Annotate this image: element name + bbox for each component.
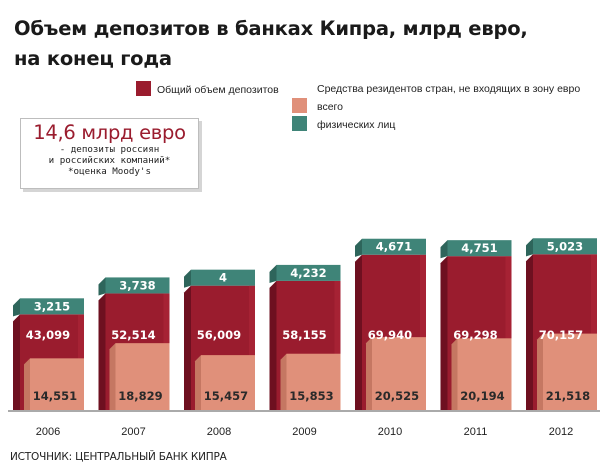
legend-label-total: Общий объем депозитов <box>157 84 279 96</box>
bar-individuals-2012 <box>533 238 597 255</box>
bar-total-shine-2010 <box>420 254 426 410</box>
bar-nonres-side-2008 <box>195 355 201 410</box>
bar-total-side-2006 <box>13 314 20 410</box>
bar-individuals-2009 <box>276 264 341 281</box>
bar-individuals-2010 <box>362 238 426 255</box>
label-nonres-2007: 18,829 <box>118 389 162 403</box>
bar-total-shine-2011 <box>505 256 512 410</box>
bar-total-shine-2012 <box>591 254 597 410</box>
chart-title: Объем депозитов в банках Кипра, млрд евр… <box>14 17 528 40</box>
label-individuals-2008: 4 <box>219 271 227 285</box>
bar-nonres-2006 <box>30 358 84 410</box>
bar-nonres-2011 <box>457 338 512 410</box>
label-individuals-2012: 5,023 <box>547 239 583 253</box>
label-individuals-2007: 3,738 <box>119 278 155 292</box>
bar-nonres-side-2010 <box>366 337 372 410</box>
bar-nonres-side-2007 <box>109 343 116 410</box>
annotation-line-2: и российских компаний* <box>48 155 171 166</box>
label-individuals-2010: 4,671 <box>376 240 412 254</box>
bar-individuals-side-2007 <box>98 277 106 296</box>
annotation-line-3: *оценка Moody's <box>68 166 151 177</box>
bar-individuals-2006 <box>20 298 84 315</box>
bar-individuals-side-2006 <box>13 298 20 317</box>
label-nonres-2010: 20,525 <box>375 389 419 403</box>
legend-label-individuals: физических лиц <box>317 119 395 131</box>
label-individuals-2009: 4,232 <box>290 266 326 280</box>
bar-individuals-side-2010 <box>355 238 362 257</box>
legend-swatch-individuals <box>292 116 307 131</box>
bar-individuals-side-2008 <box>184 269 191 288</box>
label-individuals-2006: 3,215 <box>34 299 70 313</box>
label-total-2011: 69,298 <box>453 328 497 342</box>
x-tick-2009: 2009 <box>292 426 316 438</box>
label-nonres-2009: 15,853 <box>289 389 333 403</box>
bar-total-side-2011 <box>440 256 448 410</box>
bar-nonres-2008 <box>201 355 255 410</box>
bar-individuals-side-2012 <box>526 238 533 257</box>
bar-total-side-2012 <box>526 254 533 410</box>
x-tick-2007: 2007 <box>121 426 145 438</box>
source-note: ИСТОЧНИК: ЦЕНТРАЛЬНЫЙ БАНК КИПРА <box>10 451 227 463</box>
bar-total-shine-2008 <box>249 285 255 410</box>
label-total-2009: 58,155 <box>282 328 326 342</box>
x-tick-2006: 2006 <box>36 426 60 438</box>
x-tick-2011: 2011 <box>464 426 488 438</box>
bar-individuals-2007 <box>105 277 170 294</box>
x-tick-2008: 2008 <box>207 426 231 438</box>
label-total-2008: 56,009 <box>197 328 241 342</box>
label-nonres-2008: 15,457 <box>204 389 248 403</box>
bar-nonres-2010 <box>372 337 426 410</box>
label-total-2006: 43,099 <box>26 328 70 342</box>
bar-nonres-side-2011 <box>451 338 458 410</box>
label-individuals-2011: 4,751 <box>461 241 497 255</box>
chart-subtitle: на конец года <box>14 47 172 70</box>
legend-label-nonres: всего <box>317 101 343 113</box>
legend-swatch-nonres <box>292 98 307 113</box>
annotation-line-1: - депозиты россиян <box>59 144 160 155</box>
bar-individuals-2008 <box>191 269 255 286</box>
bar-nonres-2007 <box>115 343 170 410</box>
bar-nonres-2012 <box>543 333 597 410</box>
moody-annotation-box: 14,6 млрд евро - депозиты россиян и росс… <box>20 118 199 189</box>
bar-nonres-side-2006 <box>24 358 30 410</box>
bar-nonres-side-2012 <box>537 333 543 410</box>
bar-total-side-2010 <box>355 254 362 410</box>
bar-individuals-2011 <box>447 240 512 257</box>
label-nonres-2012: 21,518 <box>546 389 590 403</box>
bar-nonres-side-2009 <box>280 353 287 410</box>
bar-nonres-2009 <box>286 353 341 410</box>
x-tick-2010: 2010 <box>378 426 402 438</box>
annotation-amount: 14,6 млрд евро <box>33 121 186 144</box>
bar-total-shine-2009 <box>334 280 341 410</box>
bar-total-side-2008 <box>184 285 191 410</box>
x-tick-2012: 2012 <box>549 426 573 438</box>
label-nonres-2011: 20,194 <box>460 389 504 403</box>
label-total-2012: 70,157 <box>539 328 583 342</box>
legend-group-title: Средства резидентов стран, не входящих в… <box>317 83 580 95</box>
label-nonres-2006: 14,551 <box>33 389 77 403</box>
bar-individuals-side-2011 <box>440 240 448 259</box>
bar-total-side-2009 <box>269 280 277 410</box>
label-total-2010: 69,940 <box>368 328 412 342</box>
legend-swatch-total <box>136 81 151 96</box>
bar-total-side-2007 <box>98 293 106 410</box>
label-total-2007: 52,514 <box>111 328 155 342</box>
bar-individuals-side-2009 <box>269 264 277 283</box>
